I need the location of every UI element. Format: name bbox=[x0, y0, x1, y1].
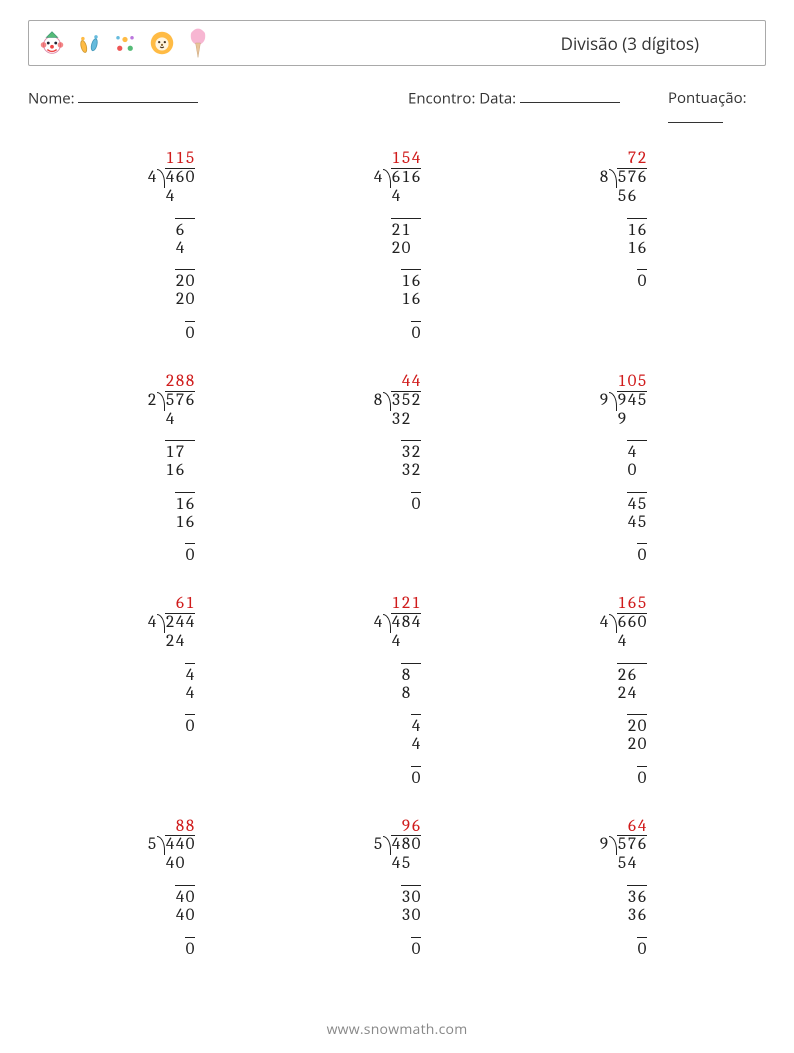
problem: 4483523232320 bbox=[284, 373, 510, 565]
date-blank[interactable] bbox=[520, 88, 620, 103]
worksheet-page: Divisão (3 dígitos) Nome: Encontro: Data… bbox=[0, 0, 794, 1053]
problem: 1214484488440 bbox=[284, 595, 510, 787]
cotton-candy-icon bbox=[185, 27, 211, 59]
problem: 15446164212016160 bbox=[284, 150, 510, 342]
quotient: 61 bbox=[165, 594, 195, 613]
quotient: 288 bbox=[165, 372, 195, 391]
header-icons bbox=[37, 27, 211, 59]
juggling-pins-icon bbox=[75, 28, 103, 58]
score-label: Pontuação: bbox=[668, 88, 747, 108]
problem: 16546604262420200 bbox=[510, 595, 736, 787]
lion-face-icon bbox=[147, 28, 177, 58]
name-blank[interactable] bbox=[78, 88, 198, 103]
date-field: Encontro: Data: bbox=[408, 88, 668, 128]
problem: 115446046420200 bbox=[58, 150, 284, 342]
quotient: 72 bbox=[617, 149, 647, 168]
quotient: 121 bbox=[391, 594, 421, 613]
worksheet-title: Divisão (3 dígitos) bbox=[561, 32, 749, 55]
header-box: Divisão (3 dígitos) bbox=[28, 20, 766, 66]
quotient: 64 bbox=[617, 817, 647, 836]
meta-row: Nome: Encontro: Data: Pontuação: bbox=[28, 88, 766, 128]
score-blank[interactable] bbox=[668, 108, 723, 123]
problem: 6495765436360 bbox=[510, 818, 736, 959]
quotient: 88 bbox=[165, 817, 195, 836]
problem: 28825764171616160 bbox=[58, 373, 284, 565]
footer-link[interactable]: www.snowmath.com bbox=[0, 1020, 794, 1039]
date-label: Encontro: Data: bbox=[408, 88, 516, 108]
juggling-balls-icon bbox=[111, 28, 139, 58]
quotient: 165 bbox=[617, 594, 647, 613]
problem: 61424424440 bbox=[58, 595, 284, 787]
problem: 9654804530300 bbox=[284, 818, 510, 959]
quotient: 96 bbox=[391, 817, 421, 836]
quotient: 105 bbox=[617, 372, 647, 391]
quotient: 115 bbox=[165, 149, 195, 168]
name-field: Nome: bbox=[28, 88, 408, 128]
score-field: Pontuação: bbox=[668, 88, 766, 128]
problem: 8854404040400 bbox=[58, 818, 284, 959]
problem: 7285765616160 bbox=[510, 150, 736, 342]
clown-face-icon bbox=[37, 28, 67, 58]
name-label: Nome: bbox=[28, 88, 75, 108]
quotient: 154 bbox=[391, 149, 421, 168]
quotient: 44 bbox=[391, 372, 421, 391]
problems-grid: 1154460464202001544616421201616072857656… bbox=[28, 150, 766, 958]
problem: 105994594045450 bbox=[510, 373, 736, 565]
